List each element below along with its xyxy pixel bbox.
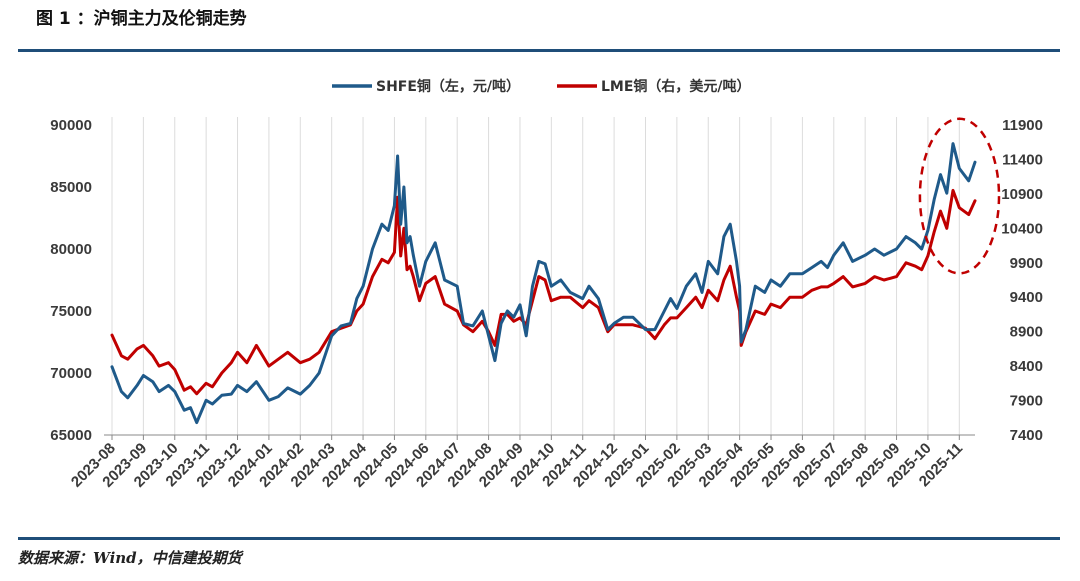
series-lines — [110, 142, 977, 425]
left-tick-label: 70000 — [50, 365, 92, 382]
top-rule — [18, 49, 1060, 52]
copper-price-chart: 90000 85000 80000 75000 70000 65000 11900 1140… — [50, 78, 1043, 491]
left-tick-label: 85000 — [50, 179, 92, 196]
left-tick-label: 65000 — [50, 427, 92, 444]
legend: SHFE铜（左，元/吨） LME铜（右，美元/吨） — [332, 78, 751, 95]
right-tick-label: 10900 — [1001, 186, 1043, 203]
grid-lines — [111, 117, 960, 435]
right-tick-label: 8400 — [1010, 358, 1043, 375]
lme-line — [110, 188, 977, 396]
figure-title: 图 1 ：沪铜主力及伦铜走势 — [36, 9, 247, 29]
bottom-rule — [18, 537, 1060, 540]
right-tick-label: 10400 — [1001, 220, 1043, 237]
right-tick-label: 8900 — [1010, 324, 1043, 341]
left-tick-label: 90000 — [50, 117, 92, 134]
right-tick-label: 9900 — [1010, 255, 1043, 272]
right-tick-label: 11400 — [1002, 151, 1043, 168]
x-axis: 2023-082023-092023-102023-112023-122024-… — [68, 434, 975, 491]
left-tick-label: 75000 — [50, 303, 92, 320]
legend-label: LME铜（右，美元/吨） — [601, 78, 751, 95]
right-tick-label: 7400 — [1010, 427, 1043, 444]
legend-label: SHFE铜（左，元/吨） — [376, 78, 520, 95]
right-tick-label: 9400 — [1010, 289, 1043, 306]
left-tick-label: 80000 — [50, 241, 92, 258]
source-note: 数据来源：Wind，中信建投期货 — [18, 549, 242, 567]
shfe-line — [110, 142, 977, 425]
highlight-annotation — [918, 117, 1001, 275]
right-tick-label: 7900 — [1010, 393, 1043, 410]
right-axis: 11900 11400 10900 10400 9900 9400 8900 8400 7900… — [1001, 117, 1043, 444]
right-tick-label: 11900 — [1002, 117, 1043, 134]
left-axis: 90000 85000 80000 75000 70000 65000 — [50, 117, 92, 444]
dashed-ellipse — [918, 117, 1001, 275]
